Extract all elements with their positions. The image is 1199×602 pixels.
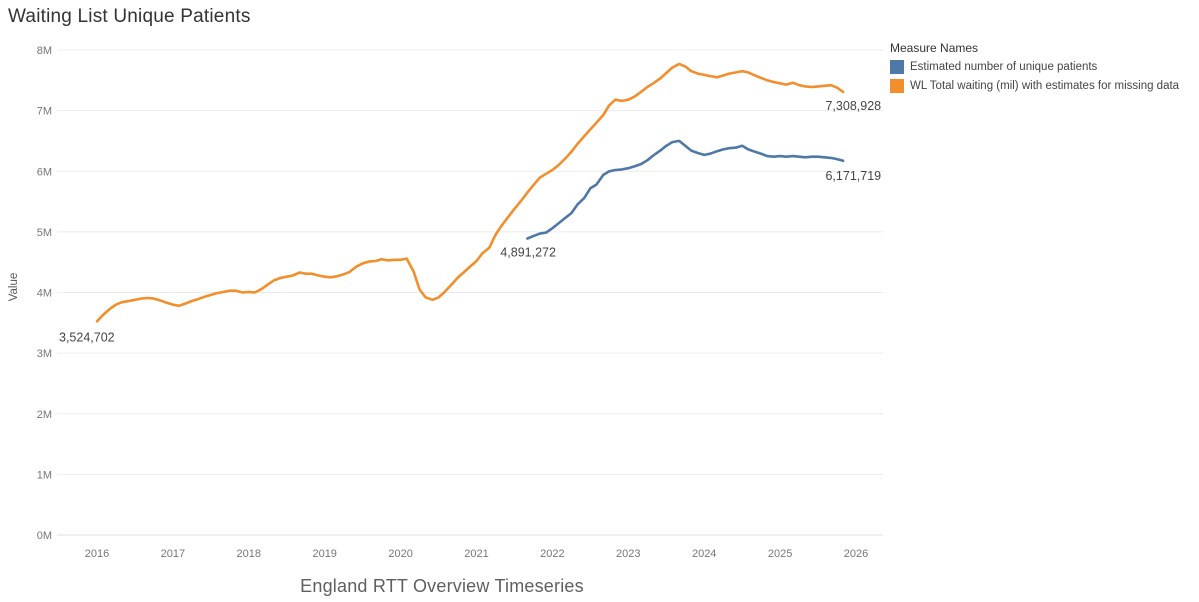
y-tick-label: 3M — [37, 348, 52, 360]
data-label: 7,308,928 — [825, 99, 881, 113]
y-tick-label: 2M — [37, 409, 52, 421]
series-line-wl-total-waiting[interactable] — [95, 62, 845, 323]
legend-item-estimated-unique-patients[interactable]: Estimated number of unique patients — [890, 60, 1196, 74]
legend-item-label: WL Total waiting (mil) with estimates fo… — [910, 80, 1180, 92]
x-tick-label: 2022 — [540, 548, 564, 560]
chart-title: Waiting List Unique Patients — [8, 6, 251, 27]
legend-swatch-orange-icon — [890, 79, 904, 93]
x-tick-label: 2017 — [161, 548, 185, 560]
y-tick-label: 6M — [37, 166, 52, 178]
y-tick-label: 4M — [37, 288, 52, 300]
series-line-estimated-unique-patients[interactable] — [526, 139, 845, 240]
x-tick-label: 2019 — [312, 548, 336, 560]
legend-title: Measure Names — [890, 41, 979, 55]
x-tick-label: 2021 — [464, 548, 488, 560]
y-tick-label: 8M — [37, 45, 52, 57]
x-tick-label: 2023 — [616, 548, 640, 560]
data-label: 3,524,702 — [59, 330, 115, 344]
legend-item-wl-total-waiting[interactable]: WL Total waiting (mil) with estimates fo… — [890, 79, 1196, 93]
x-tick-label: 2016 — [85, 548, 109, 560]
x-tick-label: 2026 — [844, 548, 868, 560]
y-tick-label: 0M — [37, 530, 52, 542]
x-axis-caption: England RTT Overview Timeseries — [300, 576, 584, 596]
y-tick-label: 1M — [37, 469, 52, 481]
data-label: 4,891,272 — [500, 245, 556, 259]
data-label: 6,171,719 — [825, 169, 881, 183]
legend-swatch-blue-icon — [890, 60, 904, 74]
x-tick-label: 2018 — [237, 548, 261, 560]
y-tick-label: 5M — [37, 227, 52, 239]
y-tick-label: 7M — [37, 106, 52, 118]
legend-item-label: Estimated number of unique patients — [910, 61, 1098, 73]
x-tick-label: 2025 — [768, 548, 792, 560]
x-tick-label: 2020 — [388, 548, 412, 560]
legend: Measure Names Estimated number of unique… — [890, 41, 1196, 98]
x-tick-label: 2024 — [692, 548, 716, 560]
